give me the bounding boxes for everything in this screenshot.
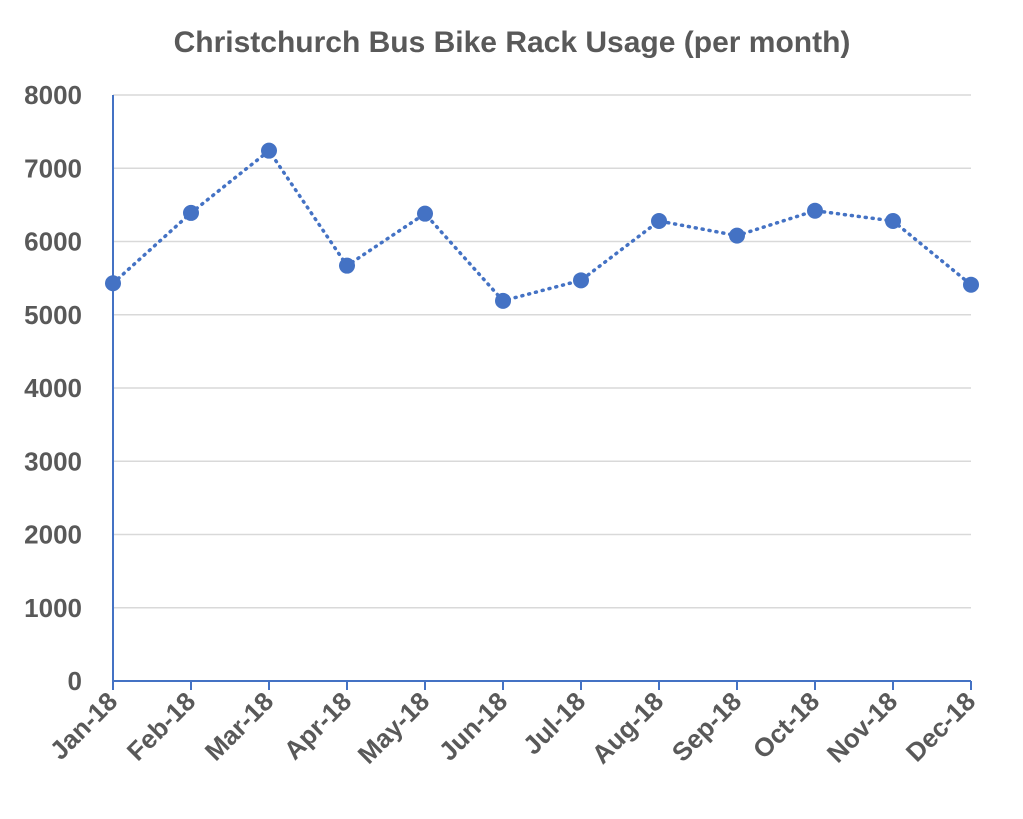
y-tick-label: 2000 — [24, 520, 82, 550]
x-tick-label: Oct-18 — [747, 686, 825, 764]
data-point — [183, 204, 199, 221]
y-tick-label: 5000 — [24, 300, 82, 330]
data-point — [495, 292, 511, 309]
x-tick-label: May-18 — [352, 686, 436, 770]
chart-title: Christchurch Bus Bike Rack Usage (per mo… — [174, 26, 851, 59]
x-tick-label: Apr-18 — [278, 686, 357, 765]
x-tick-label: Jan-18 — [44, 686, 123, 765]
data-point — [885, 212, 901, 229]
x-tick-label: Nov-18 — [821, 686, 904, 769]
x-tick-label: Jun-18 — [433, 686, 513, 766]
data-series — [105, 142, 979, 309]
x-tick-label: Aug-18 — [586, 686, 670, 770]
y-tick-label: 4000 — [24, 373, 82, 403]
y-axis-tick-labels: 0 1000 2000 3000 4000 5000 6000 7000 8000 — [24, 80, 82, 696]
x-tick-label: Jul-18 — [517, 686, 591, 760]
axes — [112, 95, 972, 690]
x-tick-label: Mar-18 — [199, 686, 279, 766]
data-point — [729, 227, 745, 244]
data-point — [963, 276, 979, 293]
x-tick-label: Sep-18 — [666, 686, 748, 768]
x-tick-label: Feb-18 — [121, 686, 201, 766]
y-tick-label: 7000 — [24, 153, 82, 183]
gridlines — [113, 94, 971, 609]
series-line — [111, 148, 973, 303]
y-tick-label: 3000 — [24, 446, 82, 476]
data-point — [417, 205, 433, 222]
y-tick-label: 1000 — [24, 593, 82, 623]
data-point — [261, 142, 277, 159]
data-point — [339, 257, 355, 274]
y-tick-label: 6000 — [24, 227, 82, 257]
data-point — [807, 202, 823, 219]
data-point — [105, 275, 121, 292]
x-tick-label: Dec-18 — [900, 686, 982, 768]
data-point — [651, 212, 667, 229]
y-tick-label: 8000 — [24, 80, 82, 110]
y-tick-label: 0 — [68, 666, 82, 696]
data-point — [573, 272, 589, 289]
